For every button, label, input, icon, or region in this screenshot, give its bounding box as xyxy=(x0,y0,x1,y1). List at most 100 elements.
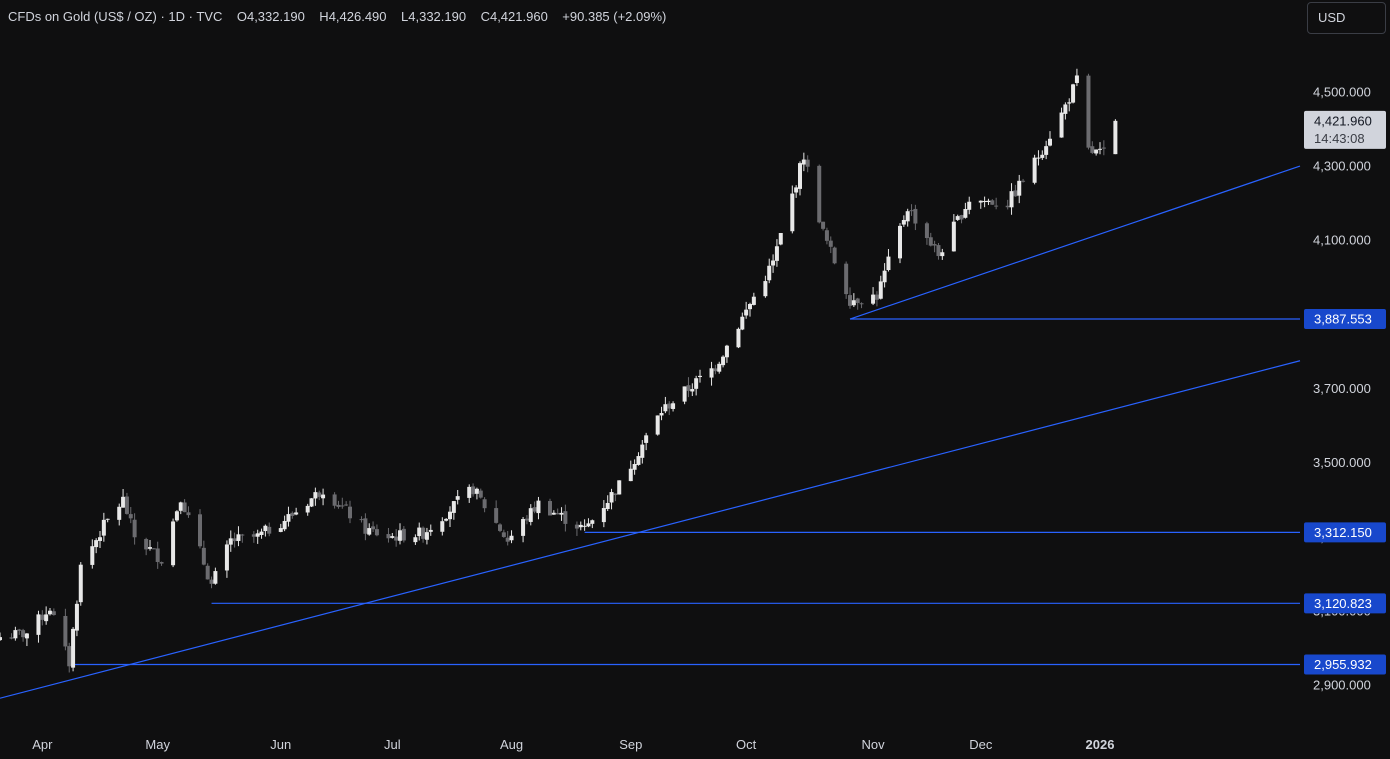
candle-body xyxy=(374,529,379,536)
candle-body xyxy=(40,614,45,620)
open-value: 4,332.190 xyxy=(246,9,305,24)
low-label: L xyxy=(401,9,409,24)
candle-body xyxy=(340,505,345,507)
candle-body xyxy=(1013,190,1018,197)
candle-body xyxy=(601,508,606,523)
candle-body xyxy=(498,524,502,531)
candle-body xyxy=(267,526,272,534)
candle-body xyxy=(859,303,864,305)
level-price-label-bg xyxy=(1304,309,1386,330)
candle-body xyxy=(428,529,433,532)
candle-body xyxy=(574,524,579,529)
candle-body xyxy=(1017,180,1022,196)
candle-body xyxy=(448,511,452,520)
candle-body xyxy=(636,456,641,465)
candle-body xyxy=(940,252,945,257)
candle-body xyxy=(774,246,779,261)
candle-body xyxy=(724,345,729,358)
candle-body xyxy=(478,490,483,498)
candle-body xyxy=(201,547,206,565)
candle-body xyxy=(501,532,506,537)
candle-body xyxy=(590,520,595,524)
open-label: O xyxy=(236,9,247,24)
close-label: C xyxy=(480,9,490,24)
candle-body xyxy=(1005,205,1010,208)
candle-body xyxy=(205,565,210,580)
candle-body xyxy=(209,579,214,584)
candle-body xyxy=(1113,120,1118,155)
candle-body xyxy=(198,514,202,547)
chart-header: CFDs on Gold (US$ / OZ) · 1D · TVC O4,33… xyxy=(8,9,666,24)
candle-body xyxy=(655,415,660,435)
candle-body xyxy=(401,528,406,541)
candle-body xyxy=(455,496,460,500)
candle-body xyxy=(694,378,699,389)
level-price-label: 3,887.553 xyxy=(1314,312,1372,327)
candle-body xyxy=(1036,157,1041,159)
candle-body xyxy=(240,534,245,536)
separator-dot: · xyxy=(160,9,169,24)
candle-body xyxy=(359,519,364,521)
candle-body xyxy=(117,506,122,520)
candle-body xyxy=(363,518,368,534)
candle-body xyxy=(144,539,149,550)
candle-body xyxy=(78,564,83,603)
candle-body xyxy=(482,499,487,509)
candle-body xyxy=(740,316,745,330)
candle-body xyxy=(994,205,999,207)
candle-body xyxy=(259,531,264,535)
y-tick-label: 3,700.000 xyxy=(1313,381,1371,396)
candle-body xyxy=(871,294,876,304)
candle-body xyxy=(955,216,960,220)
candle-body xyxy=(721,356,726,366)
high-label: H xyxy=(319,9,329,24)
candle-body xyxy=(698,375,702,377)
current-price-tag: 4,421.960 xyxy=(1314,113,1372,128)
candle-body xyxy=(1063,104,1068,114)
candle-body xyxy=(348,506,352,519)
candle-body xyxy=(613,493,618,496)
candle-body xyxy=(171,521,176,566)
level-price-label: 2,955.932 xyxy=(1314,657,1372,672)
candle-body xyxy=(394,536,399,541)
candle-body xyxy=(901,220,906,225)
level-price-label-bg xyxy=(1304,654,1386,675)
candle-body xyxy=(471,486,476,495)
candle-body xyxy=(532,507,537,512)
candle-body xyxy=(690,389,695,392)
candle-body xyxy=(236,534,241,541)
separator-dot: · xyxy=(188,9,197,24)
candle-body xyxy=(317,492,322,497)
candle-body xyxy=(882,270,887,283)
current-price-tag-bg xyxy=(1304,110,1386,149)
candle-body xyxy=(767,265,772,281)
candle-body xyxy=(182,502,187,513)
candle-body xyxy=(709,368,714,378)
candle-body xyxy=(909,210,914,212)
candle-body xyxy=(98,537,102,541)
candle-body xyxy=(224,544,229,571)
interval[interactable]: 1D xyxy=(168,9,186,24)
level-price-label: 3,312.150 xyxy=(1314,525,1372,540)
candle-body xyxy=(232,538,237,542)
candle-body xyxy=(321,494,326,499)
candle-body xyxy=(936,245,941,257)
candle-body xyxy=(451,501,456,513)
candle-body xyxy=(821,221,826,229)
candle-body xyxy=(817,165,822,223)
candle-body xyxy=(101,519,106,536)
x-tick-label: Oct xyxy=(736,737,757,752)
candle-body xyxy=(332,494,337,506)
candle-body xyxy=(186,512,191,516)
candle-body xyxy=(874,294,879,300)
candle-body xyxy=(21,630,26,638)
symbol-name[interactable]: CFDs on Gold (US$ / OZ) xyxy=(8,9,157,24)
candle-body xyxy=(48,610,52,615)
currency-button[interactable]: USD xyxy=(1307,2,1386,34)
candle-body xyxy=(159,562,164,564)
candle-body xyxy=(390,536,395,538)
candle-body xyxy=(521,519,526,536)
candle-body xyxy=(798,163,802,189)
